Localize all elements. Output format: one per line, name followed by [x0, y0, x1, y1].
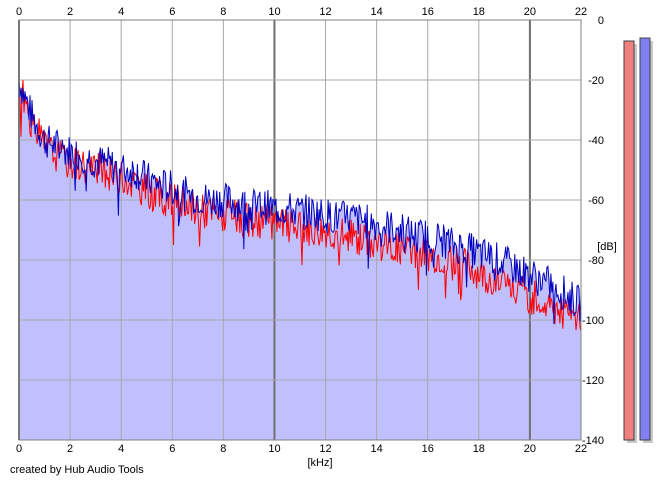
x-tick-label-top: 4: [118, 6, 124, 18]
x-tick-label-top: 2: [67, 6, 73, 18]
x-tick-label-top: 22: [575, 6, 587, 18]
level-meter-right: [639, 37, 651, 441]
x-tick-label-top: 10: [268, 6, 280, 18]
y-tick-label: 0: [598, 15, 604, 27]
x-tick-label-top: 12: [319, 6, 331, 18]
x-tick-label-bottom: 10: [268, 443, 280, 455]
x-tick-label-bottom: 8: [220, 443, 226, 455]
x-tick-label-bottom: 0: [16, 443, 22, 455]
x-tick-label-top: 16: [422, 6, 434, 18]
x-tick-label-bottom: 20: [524, 443, 536, 455]
y-tick-label: -100: [582, 315, 604, 327]
x-axis-label: [kHz]: [307, 457, 332, 469]
x-tick-label-bottom: 6: [169, 443, 175, 455]
x-tick-label-bottom: 2: [67, 443, 73, 455]
x-tick-label-bottom: 14: [371, 443, 383, 455]
y-tick-label: -80: [588, 255, 604, 267]
x-tick-label-top: 6: [169, 6, 175, 18]
y-tick-label: -140: [582, 435, 604, 447]
x-tick-label-bottom: 18: [473, 443, 485, 455]
x-tick-label-top: 14: [371, 6, 383, 18]
series-line-blue: [18, 80, 582, 324]
x-tick-label-top: 18: [473, 6, 485, 18]
x-tick-label-bottom: 12: [319, 443, 331, 455]
x-tick-label-bottom: 16: [422, 443, 434, 455]
x-tick-label-bottom: 22: [575, 443, 587, 455]
y-tick-label: -120: [582, 375, 604, 387]
series-line-red: [18, 80, 582, 331]
y-tick-label: -40: [588, 135, 604, 147]
x-tick-label-top: 8: [220, 6, 226, 18]
x-tick-label-bottom: 4: [118, 443, 124, 455]
y-tick-label: -60: [588, 195, 604, 207]
y-axis-label: [dB]: [597, 241, 617, 253]
x-tick-label-top: 20: [524, 6, 536, 18]
x-tick-label-top: 0: [16, 6, 22, 18]
credit-text: created by Hub Audio Tools: [10, 464, 144, 476]
y-tick-label: -20: [588, 75, 604, 87]
level-meter-left: [623, 40, 635, 441]
plot-frame: [18, 19, 582, 441]
